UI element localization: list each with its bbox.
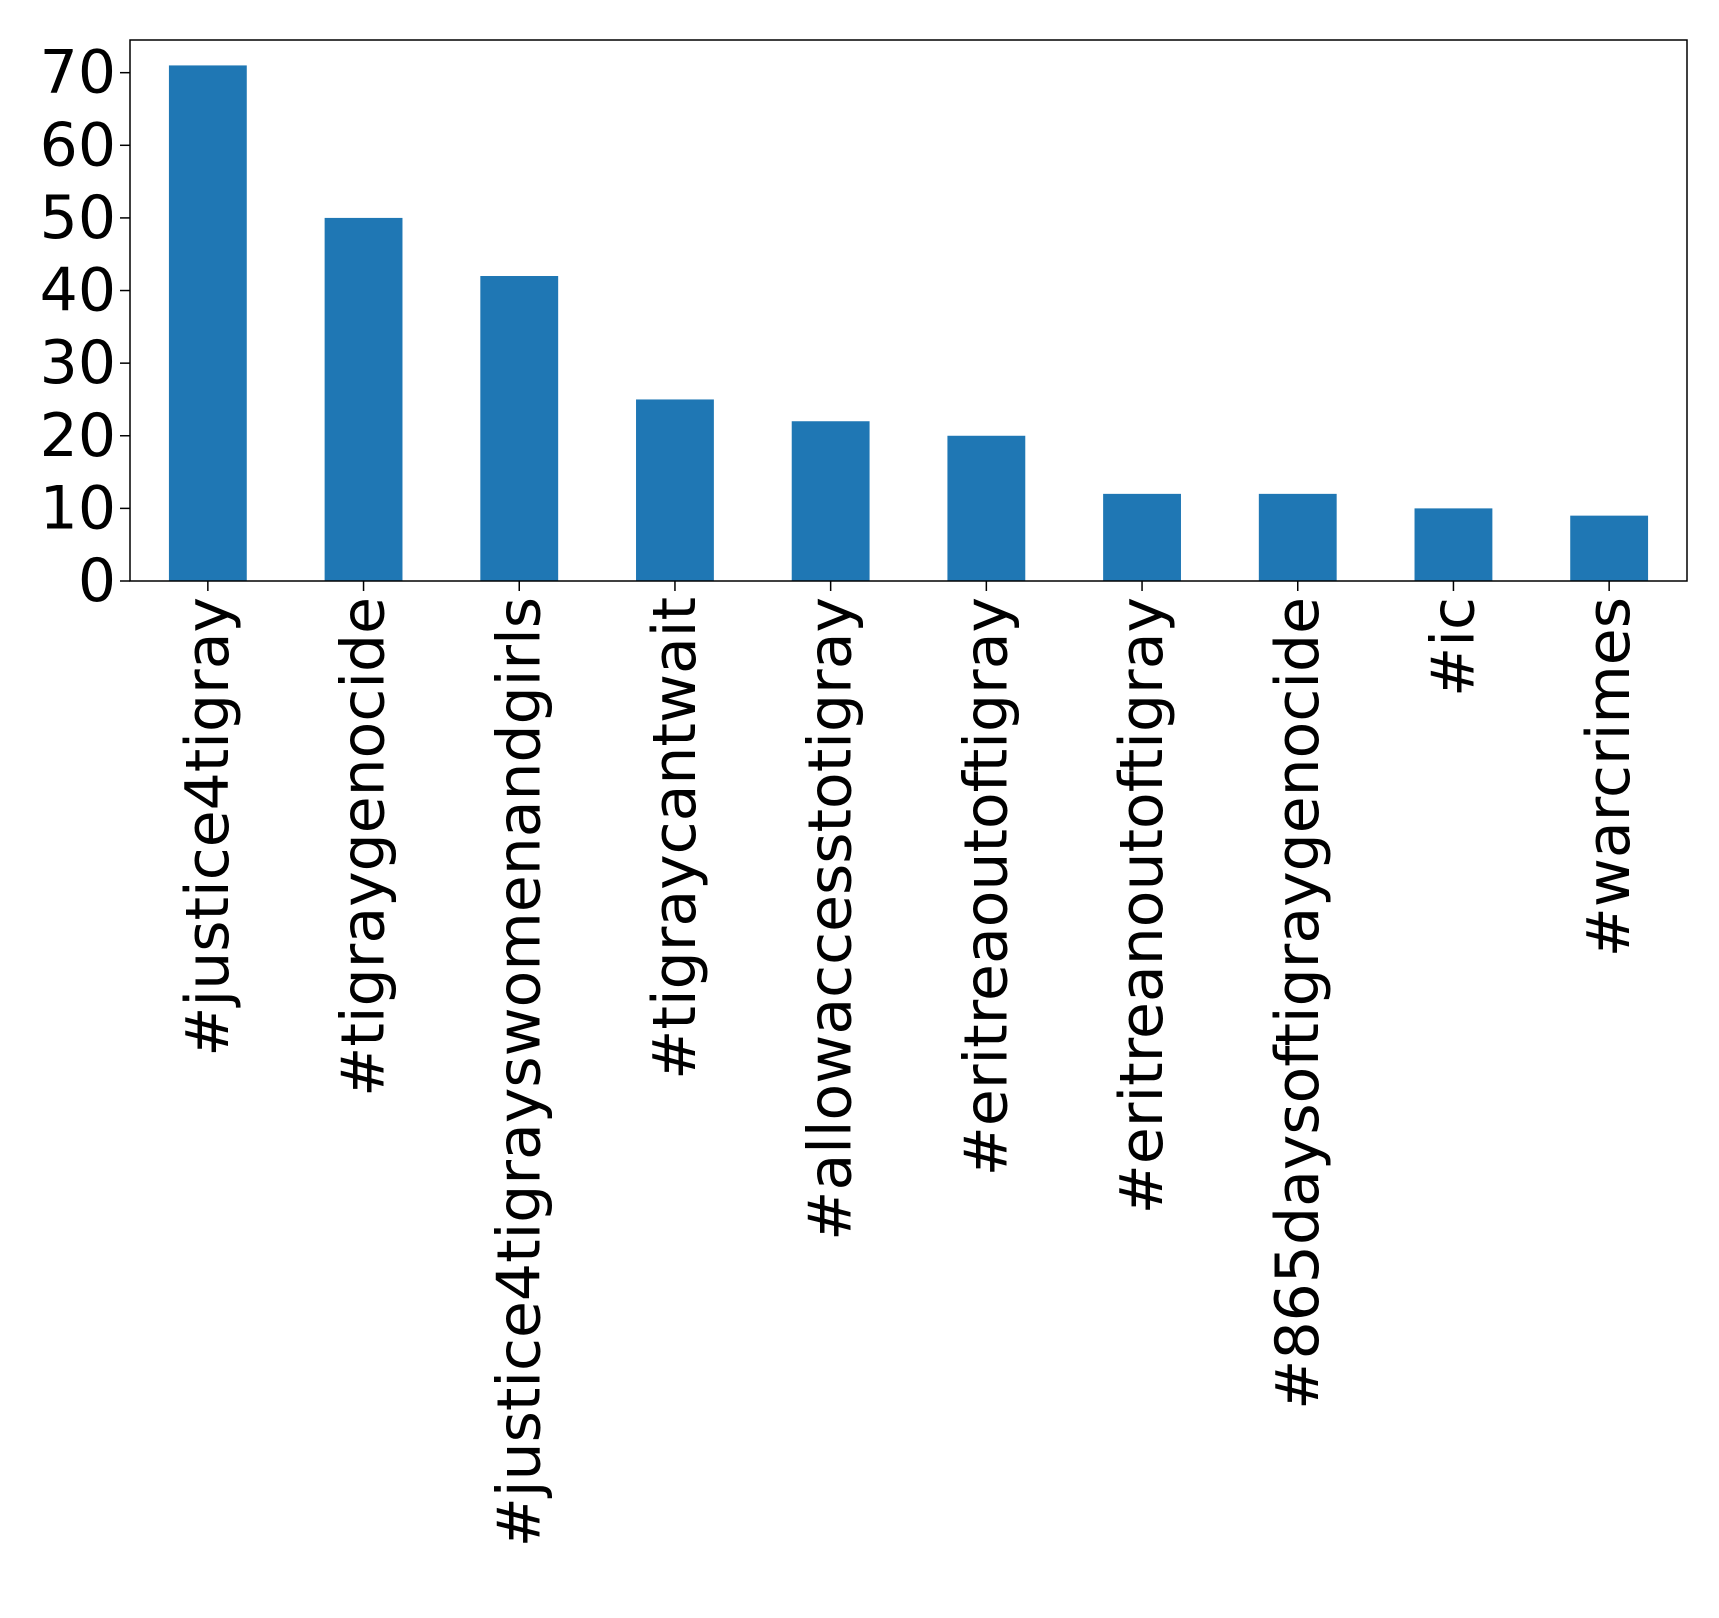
plot-frame: [129, 39, 1688, 582]
x-tick-label-3: #tigraycantwait: [640, 597, 710, 1080]
y-tick-label-5: 50: [40, 183, 116, 253]
x-tick-label-0: #justice4tigray: [173, 597, 243, 1057]
y-tick-label-4: 40: [40, 256, 116, 326]
bar-1: [324, 217, 403, 581]
bar-8: [1414, 508, 1493, 581]
x-tick-label-2: #justice4tigrayswomenandgirls: [484, 597, 554, 1547]
y-tick-label-7: 70: [40, 38, 116, 108]
bar-7: [1258, 493, 1337, 581]
x-tick-label-8: #ic: [1418, 597, 1488, 697]
bars-layer: [168, 65, 1649, 581]
x-tick-label-7: #865daysoftigraygenocide: [1263, 597, 1333, 1410]
bar-4: [791, 421, 870, 581]
x-tick-label-4: #allowaccesstotigray: [796, 597, 866, 1241]
bar-2: [480, 276, 559, 581]
y-tick-label-3: 30: [40, 328, 116, 398]
y-tick-label-1: 10: [40, 473, 116, 543]
bar-9: [1570, 515, 1649, 581]
bar-6: [1103, 493, 1181, 581]
x-tick-label-5: #eritreaoutoftigray: [951, 597, 1021, 1176]
y-tick-label-6: 60: [40, 110, 116, 180]
bar-3: [636, 399, 714, 581]
x-tick-label-6: #eritreanoutoftigray: [1107, 597, 1177, 1214]
x-tick-label-1: #tigraygenocide: [329, 597, 399, 1097]
x-tick-label-9: #warcrimes: [1574, 597, 1644, 957]
x-axis: #justice4tigray #tigraygenocide #justice4t…: [173, 581, 1644, 1547]
bar-0: [168, 65, 247, 581]
y-tick-label-0: 0: [78, 546, 116, 616]
bar-5: [947, 435, 1026, 581]
y-tick-label-2: 20: [40, 401, 116, 471]
